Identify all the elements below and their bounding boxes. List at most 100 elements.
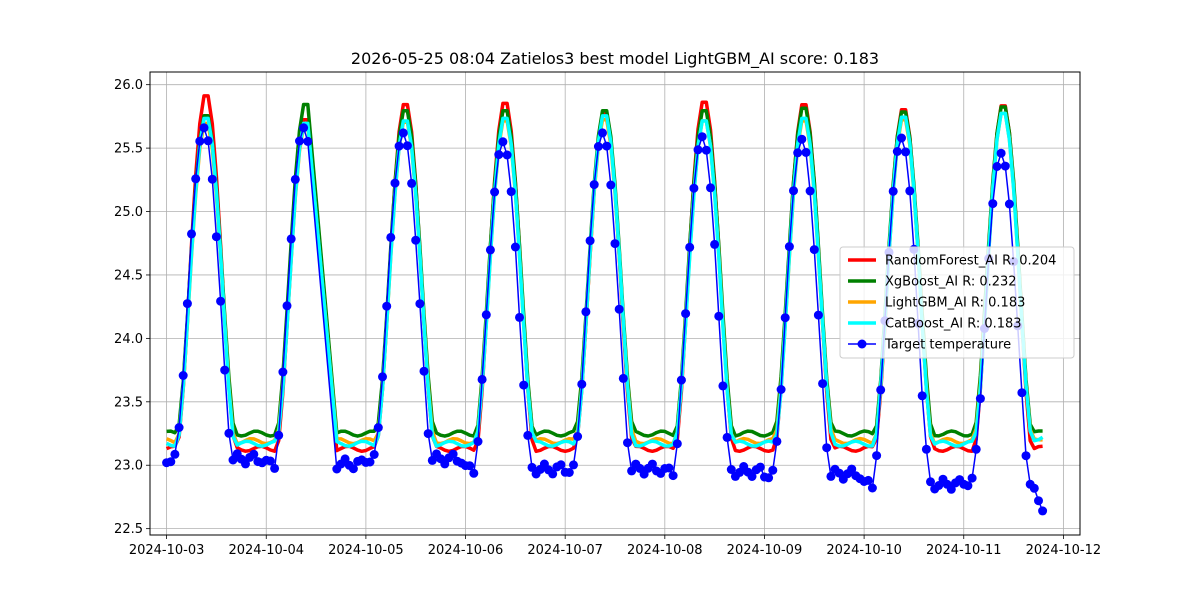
target-point [182,299,192,309]
y-tick-label: 23.5 [114,395,143,410]
target-point [548,469,558,479]
target-point [211,232,221,242]
target-point [286,234,296,244]
target-point [477,374,487,384]
target-point [1034,496,1043,506]
target-point [390,178,400,188]
x-tick-label: 2024-10-04 [228,543,304,558]
target-point [963,481,973,491]
target-point [598,128,607,138]
x-tick-label: 2024-10-06 [428,543,504,558]
target-point [398,128,408,138]
target-point [867,483,877,493]
target-point [577,379,587,389]
target-point [1017,388,1027,398]
target-point [303,136,313,146]
target-point [1000,161,1010,171]
target-point [220,365,230,375]
target-point [386,232,396,242]
y-tick-label: 26.0 [114,78,143,93]
target-point [681,309,691,319]
target-point [191,174,201,184]
target-point [527,462,537,472]
target-point [1029,483,1039,493]
target-point [726,465,736,474]
target-point [469,468,479,478]
target-point [975,394,985,404]
target-point [249,449,259,459]
target-point [847,464,857,474]
target-point [706,183,715,193]
target-point [423,429,433,439]
target-point [299,123,309,133]
target-point [490,187,500,197]
legend-label: RandomForest_AI R: 0.204 [885,254,1056,269]
target-point [627,466,637,476]
legend-label: LightGBM_AI R: 0.183 [885,296,1025,311]
legend-marker [857,339,867,349]
target-point [382,301,392,311]
target-point [556,460,566,470]
target-point [224,428,234,438]
target-point [863,475,873,485]
target-point [776,385,786,394]
target-point [676,375,686,385]
plot-frame [149,71,1081,536]
target-point [988,199,998,209]
target-point [340,454,350,464]
y-tick-label: 24.5 [114,268,143,283]
target-point [498,137,508,147]
target-point [166,457,176,467]
target-point [481,310,491,320]
y-tick-label: 25.5 [114,142,143,157]
target-point [946,484,956,494]
legend: RandomForest_AI R: 0.204 XgBoost_AI R: 0.… [839,246,1075,359]
target-point [967,473,977,483]
target-point [892,147,902,156]
target-point [664,463,674,473]
target-point [402,141,412,151]
target-point [216,296,226,306]
target-point [668,471,678,481]
target-point [610,239,620,249]
legend-label: XgBoost_AI R: 0.232 [885,275,1017,290]
target-point [784,242,794,252]
target-point [618,373,628,383]
target-point [1004,199,1014,209]
target-point [510,242,520,252]
target-point [971,444,981,454]
target-point [602,141,612,151]
target-point [872,451,882,461]
target-point [523,430,533,440]
x-tick-label: 2024-10-09 [727,543,803,558]
target-point [265,456,275,466]
target-point [178,371,188,380]
target-point [768,465,778,475]
target-point [822,443,832,453]
target-point [394,141,404,151]
target-point [564,468,574,477]
target-point [295,136,304,146]
target-point [465,461,475,471]
target-point [755,462,765,472]
target-point [888,186,898,196]
target-point [921,444,931,454]
target-point [199,123,209,133]
target-point [797,134,807,144]
y-tick-label: 23.0 [114,459,143,474]
target-point [581,307,591,317]
target-point [415,299,425,309]
target-point [685,242,695,252]
series-layer [162,94,1048,516]
target-point [419,366,429,376]
target-point [647,459,657,469]
legend-label: CatBoost_AI R: 0.183 [885,317,1022,332]
target-point [494,150,504,160]
target-point [485,245,495,255]
target-point [697,132,707,142]
y-tick-label: 25.0 [114,205,143,220]
target-point [1021,451,1031,461]
x-tick-label: 2024-10-03 [129,543,205,558]
target-point [195,136,205,146]
target-point [407,178,417,188]
